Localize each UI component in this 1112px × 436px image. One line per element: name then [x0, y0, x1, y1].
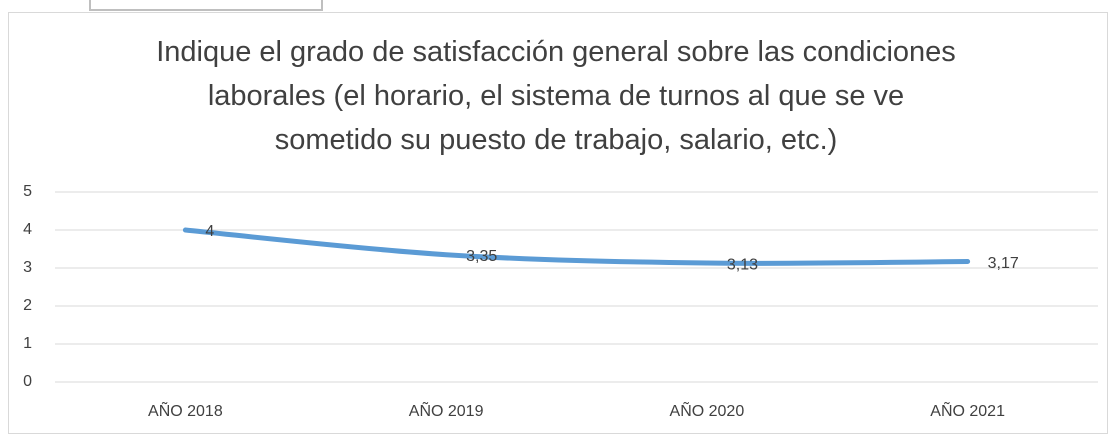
x-tick-label: AÑO 2018 [148, 400, 223, 420]
x-tick-label: AÑO 2020 [670, 400, 745, 420]
y-tick-label: 5 [23, 183, 32, 200]
data-line [182, 227, 971, 266]
data-label: 4 [205, 223, 214, 240]
x-tick-label: AÑO 2019 [409, 400, 484, 420]
data-label: 3,17 [988, 255, 1019, 272]
chart-title: Indique el grado de satisfacción general… [156, 36, 956, 156]
box-artifact [89, 0, 323, 11]
x-tick-label: AÑO 2021 [930, 400, 1005, 420]
y-tick-label: 2 [23, 297, 32, 314]
data-label: 3,13 [727, 256, 758, 273]
y-tick-label: 1 [23, 335, 32, 352]
data-label: 3,35 [466, 248, 497, 265]
chart-border [8, 12, 1108, 434]
y-tick-label: 4 [23, 221, 32, 238]
y-tick-label: 3 [23, 259, 32, 276]
y-tick-label: 0 [23, 373, 32, 390]
